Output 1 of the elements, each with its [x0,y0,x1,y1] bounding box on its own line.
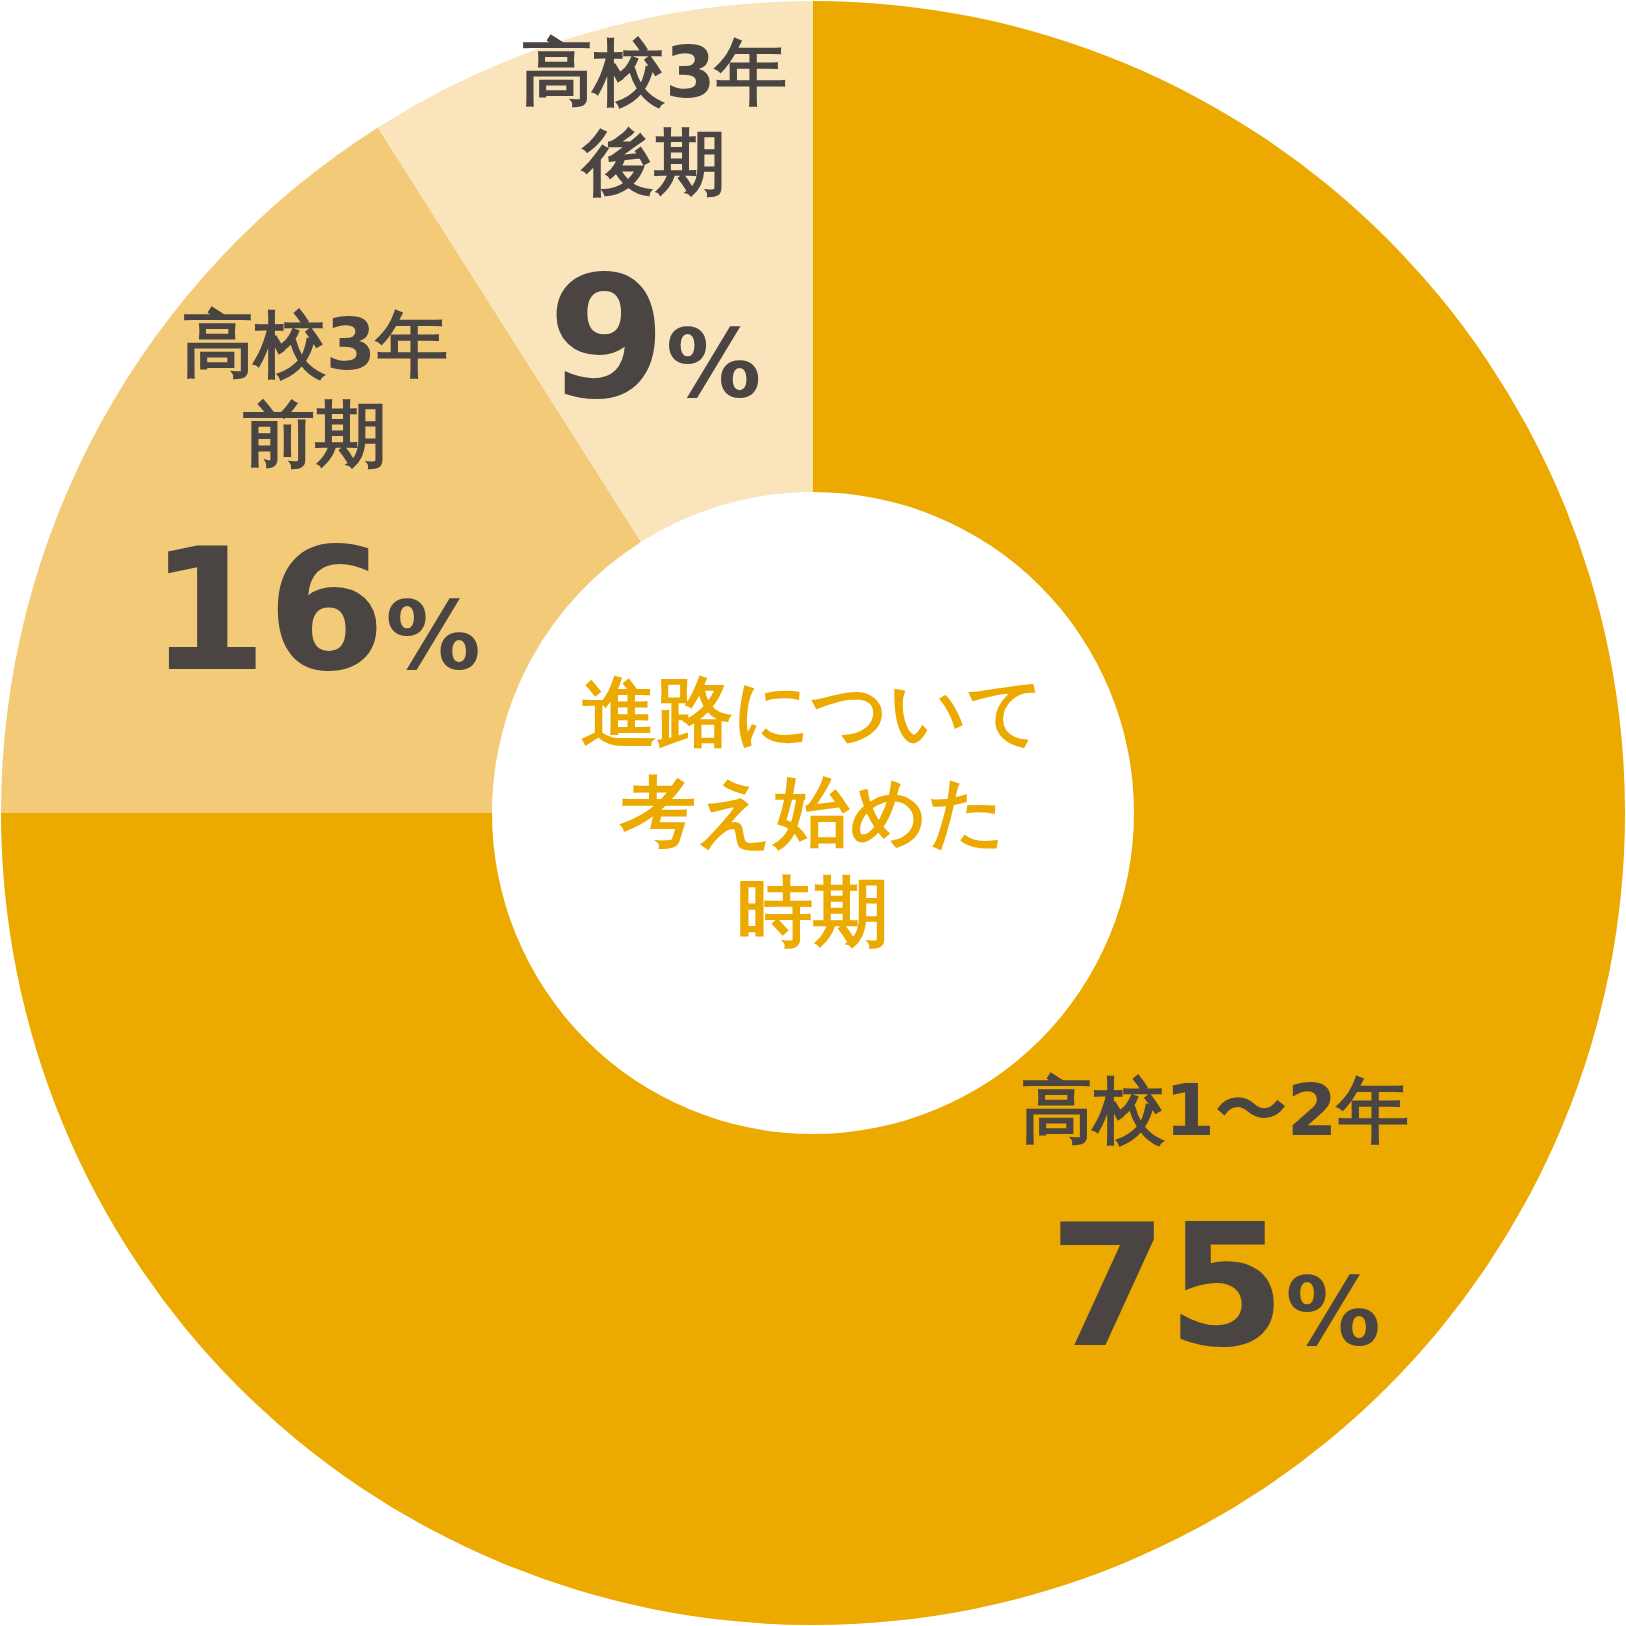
title: 進路について考え始めた時期 [581,667,1045,956]
